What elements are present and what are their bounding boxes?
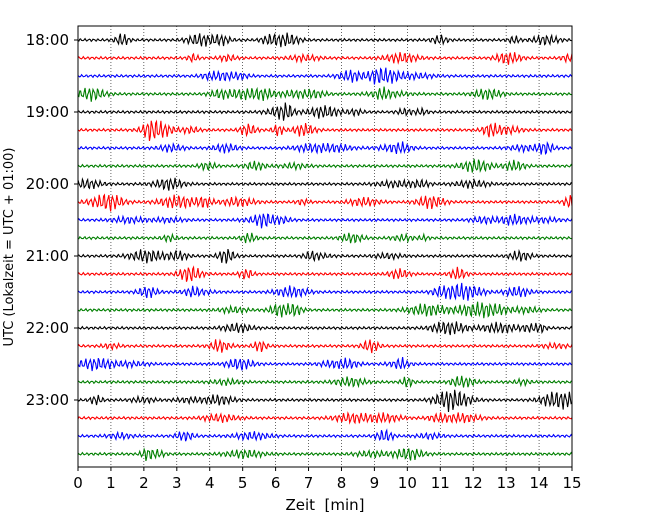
trace-15 <box>77 282 573 301</box>
y-tick-label: 23:00 <box>26 391 69 409</box>
y-axis-label: UTC (Lokalzeit = UTC + 01:00) <box>2 148 17 347</box>
x-tick-label: 8 <box>337 474 347 492</box>
x-tick-label: 3 <box>172 474 182 492</box>
y-tick-label: 21:00 <box>26 247 69 265</box>
trace-8 <box>77 158 573 173</box>
x-tick-label: 6 <box>271 474 281 492</box>
x-tick-label: 9 <box>370 474 380 492</box>
trace-16 <box>77 301 573 319</box>
trace-17 <box>77 321 573 336</box>
y-tick-label: 22:00 <box>26 319 69 337</box>
seismic-traces <box>77 32 573 462</box>
x-tick-label: 5 <box>238 474 248 492</box>
trace-7 <box>77 140 573 155</box>
x-tick-label: 11 <box>431 474 450 492</box>
y-axis: 18:00 19:00 20:00 21:00 22:00 23:00 <box>26 31 78 409</box>
trace-2 <box>77 52 573 65</box>
trace-24 <box>77 447 573 462</box>
y-tick-label: 20:00 <box>26 175 69 193</box>
x-tick-label: 7 <box>304 474 314 492</box>
x-tick-label: 13 <box>497 474 516 492</box>
plot-frame <box>77 25 573 468</box>
y-tick-label: 19:00 <box>26 103 69 121</box>
x-tick-label: 14 <box>530 474 549 492</box>
x-tick-label: 1 <box>106 474 116 492</box>
trace-3 <box>77 67 573 85</box>
trace-10 <box>77 193 573 212</box>
trace-23 <box>77 428 573 442</box>
trace-6 <box>77 119 573 142</box>
trace-13 <box>77 248 573 264</box>
x-axis-label: Zeit [min] <box>285 496 364 514</box>
trace-4 <box>77 86 573 102</box>
trace-5 <box>77 102 573 121</box>
trace-12 <box>77 232 573 244</box>
x-tick-label: 0 <box>73 474 83 492</box>
trace-21 <box>77 389 573 413</box>
trace-9 <box>77 177 573 191</box>
trace-19 <box>77 357 573 372</box>
x-tick-label: 2 <box>139 474 149 492</box>
trace-1 <box>77 32 573 48</box>
x-tick-label: 15 <box>562 474 581 492</box>
trace-18 <box>77 338 573 354</box>
trace-14 <box>77 265 573 282</box>
trace-11 <box>77 213 573 229</box>
y-tick-label: 18:00 <box>26 31 69 49</box>
x-tick-label: 4 <box>205 474 215 492</box>
x-axis: 0 1 2 3 4 5 6 7 8 9 10 11 12 13 14 15 <box>73 467 582 492</box>
x-tick-label: 12 <box>464 474 483 492</box>
trace-20 <box>77 375 573 389</box>
x-tick-label: 10 <box>398 474 417 492</box>
trace-22 <box>77 411 573 425</box>
